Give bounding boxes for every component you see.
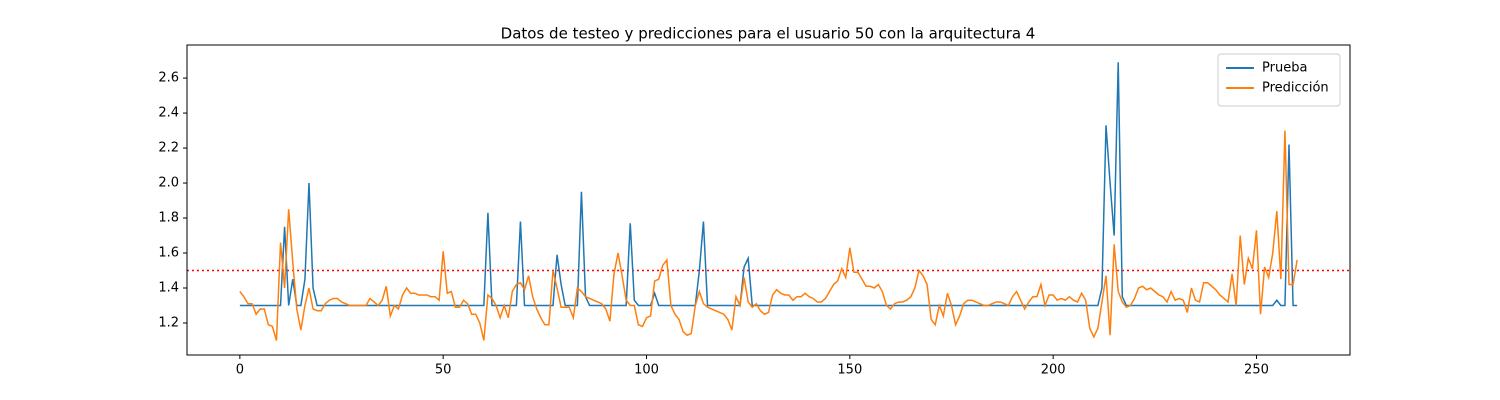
x-tick-label: 50 <box>435 363 452 378</box>
legend-label: Predicción <box>1262 81 1329 96</box>
y-tick-label: 1.4 <box>158 280 179 295</box>
x-tick-label: 0 <box>236 363 244 378</box>
y-tick-label: 2.0 <box>158 176 179 191</box>
data-line <box>239 130 1298 341</box>
x-tick-label: 200 <box>1041 363 1066 378</box>
data-line <box>239 62 1298 307</box>
x-tick-label: 250 <box>1244 363 1269 378</box>
legend-label: Prueba <box>1262 61 1307 76</box>
y-tick-label: 2.6 <box>158 71 179 86</box>
chart-title: Datos de testeo y predicciones para el u… <box>501 25 1036 43</box>
y-tick-label: 1.6 <box>158 246 179 261</box>
y-tick-label: 1.2 <box>158 315 179 330</box>
y-tick-label: 2.4 <box>158 106 179 121</box>
plot-frame <box>186 44 1351 356</box>
y-tick-label: 1.8 <box>158 211 179 226</box>
x-tick-label: 100 <box>634 363 659 378</box>
y-tick-label: 2.2 <box>158 141 179 156</box>
x-tick-label: 150 <box>837 363 862 378</box>
